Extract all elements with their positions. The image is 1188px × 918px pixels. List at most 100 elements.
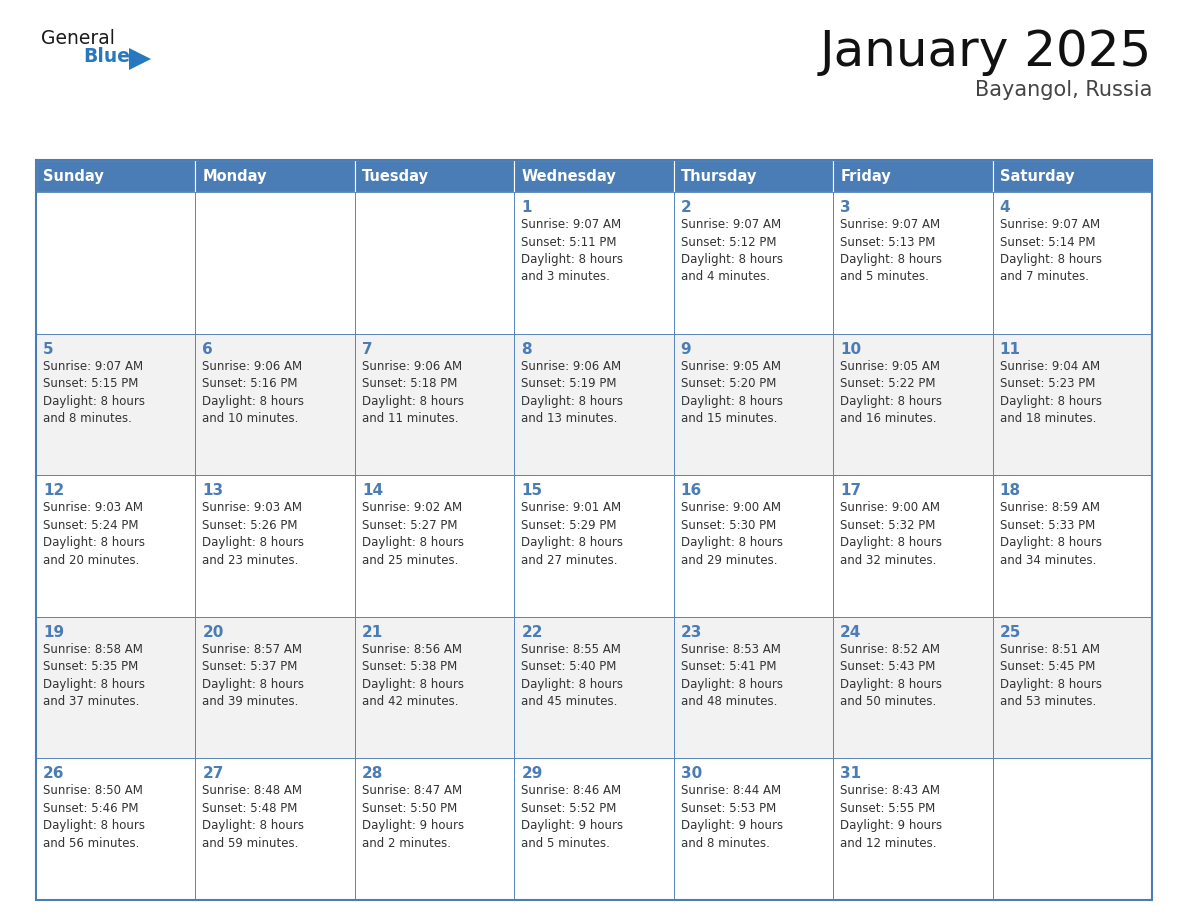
Text: 12: 12: [43, 483, 64, 498]
Text: Sunrise: 9:00 AM
Sunset: 5:30 PM
Daylight: 8 hours
and 29 minutes.: Sunrise: 9:00 AM Sunset: 5:30 PM Dayligh…: [681, 501, 783, 566]
Text: 2: 2: [681, 200, 691, 215]
Text: Sunrise: 9:07 AM
Sunset: 5:11 PM
Daylight: 8 hours
and 3 minutes.: Sunrise: 9:07 AM Sunset: 5:11 PM Dayligh…: [522, 218, 624, 284]
Text: 27: 27: [202, 767, 223, 781]
Bar: [514, 758, 674, 900]
Bar: [355, 758, 514, 900]
Bar: [196, 617, 355, 758]
Bar: [833, 476, 992, 617]
Text: 23: 23: [681, 625, 702, 640]
Text: Sunrise: 8:44 AM
Sunset: 5:53 PM
Daylight: 9 hours
and 8 minutes.: Sunrise: 8:44 AM Sunset: 5:53 PM Dayligh…: [681, 784, 783, 850]
Text: Sunrise: 9:03 AM
Sunset: 5:26 PM
Daylight: 8 hours
and 23 minutes.: Sunrise: 9:03 AM Sunset: 5:26 PM Dayligh…: [202, 501, 304, 566]
Bar: [992, 617, 1152, 758]
Text: Sunrise: 9:07 AM
Sunset: 5:15 PM
Daylight: 8 hours
and 8 minutes.: Sunrise: 9:07 AM Sunset: 5:15 PM Dayligh…: [43, 360, 145, 425]
Bar: [196, 758, 355, 900]
Text: Sunrise: 9:04 AM
Sunset: 5:23 PM
Daylight: 8 hours
and 18 minutes.: Sunrise: 9:04 AM Sunset: 5:23 PM Dayligh…: [999, 360, 1101, 425]
Text: Sunrise: 8:56 AM
Sunset: 5:38 PM
Daylight: 8 hours
and 42 minutes.: Sunrise: 8:56 AM Sunset: 5:38 PM Dayligh…: [362, 643, 463, 709]
Bar: [355, 333, 514, 476]
Bar: [36, 758, 196, 900]
Text: January 2025: January 2025: [820, 28, 1152, 76]
Bar: [514, 333, 674, 476]
Text: 31: 31: [840, 767, 861, 781]
Bar: [992, 160, 1152, 192]
Text: Sunrise: 9:06 AM
Sunset: 5:19 PM
Daylight: 8 hours
and 13 minutes.: Sunrise: 9:06 AM Sunset: 5:19 PM Dayligh…: [522, 360, 624, 425]
Text: Sunrise: 8:57 AM
Sunset: 5:37 PM
Daylight: 8 hours
and 39 minutes.: Sunrise: 8:57 AM Sunset: 5:37 PM Dayligh…: [202, 643, 304, 709]
Text: Sunrise: 9:03 AM
Sunset: 5:24 PM
Daylight: 8 hours
and 20 minutes.: Sunrise: 9:03 AM Sunset: 5:24 PM Dayligh…: [43, 501, 145, 566]
Text: 14: 14: [362, 483, 383, 498]
Text: 24: 24: [840, 625, 861, 640]
Text: General: General: [42, 29, 115, 48]
Polygon shape: [129, 48, 151, 70]
Bar: [674, 758, 833, 900]
Bar: [36, 617, 196, 758]
Text: 19: 19: [43, 625, 64, 640]
Text: Wednesday: Wednesday: [522, 169, 617, 184]
Text: 6: 6: [202, 341, 213, 356]
Bar: [674, 476, 833, 617]
Bar: [355, 192, 514, 333]
Bar: [514, 160, 674, 192]
Bar: [833, 758, 992, 900]
Text: 8: 8: [522, 341, 532, 356]
Text: 20: 20: [202, 625, 223, 640]
Text: 13: 13: [202, 483, 223, 498]
Bar: [833, 192, 992, 333]
Text: Sunrise: 9:00 AM
Sunset: 5:32 PM
Daylight: 8 hours
and 32 minutes.: Sunrise: 9:00 AM Sunset: 5:32 PM Dayligh…: [840, 501, 942, 566]
Bar: [355, 160, 514, 192]
Bar: [355, 617, 514, 758]
Bar: [36, 160, 196, 192]
Bar: [674, 333, 833, 476]
Text: 29: 29: [522, 767, 543, 781]
Text: Sunrise: 8:46 AM
Sunset: 5:52 PM
Daylight: 9 hours
and 5 minutes.: Sunrise: 8:46 AM Sunset: 5:52 PM Dayligh…: [522, 784, 624, 850]
Bar: [514, 192, 674, 333]
Text: 21: 21: [362, 625, 383, 640]
Bar: [992, 333, 1152, 476]
Text: Thursday: Thursday: [681, 169, 757, 184]
Text: Tuesday: Tuesday: [362, 169, 429, 184]
Text: 9: 9: [681, 341, 691, 356]
Bar: [514, 617, 674, 758]
Bar: [833, 617, 992, 758]
Text: 15: 15: [522, 483, 543, 498]
Bar: [36, 333, 196, 476]
Text: 16: 16: [681, 483, 702, 498]
Bar: [196, 333, 355, 476]
Text: Sunrise: 8:55 AM
Sunset: 5:40 PM
Daylight: 8 hours
and 45 minutes.: Sunrise: 8:55 AM Sunset: 5:40 PM Dayligh…: [522, 643, 624, 709]
Bar: [514, 476, 674, 617]
Text: Monday: Monday: [202, 169, 267, 184]
Text: Sunrise: 8:52 AM
Sunset: 5:43 PM
Daylight: 8 hours
and 50 minutes.: Sunrise: 8:52 AM Sunset: 5:43 PM Dayligh…: [840, 643, 942, 709]
Text: 26: 26: [43, 767, 64, 781]
Text: 5: 5: [43, 341, 53, 356]
Text: Sunrise: 8:48 AM
Sunset: 5:48 PM
Daylight: 8 hours
and 59 minutes.: Sunrise: 8:48 AM Sunset: 5:48 PM Dayligh…: [202, 784, 304, 850]
Text: 4: 4: [999, 200, 1010, 215]
Text: Sunrise: 9:05 AM
Sunset: 5:22 PM
Daylight: 8 hours
and 16 minutes.: Sunrise: 9:05 AM Sunset: 5:22 PM Dayligh…: [840, 360, 942, 425]
Text: Saturday: Saturday: [999, 169, 1074, 184]
Text: Sunrise: 9:07 AM
Sunset: 5:14 PM
Daylight: 8 hours
and 7 minutes.: Sunrise: 9:07 AM Sunset: 5:14 PM Dayligh…: [999, 218, 1101, 284]
Text: 11: 11: [999, 341, 1020, 356]
Bar: [36, 192, 196, 333]
Text: 7: 7: [362, 341, 373, 356]
Bar: [992, 758, 1152, 900]
Bar: [355, 476, 514, 617]
Text: Friday: Friday: [840, 169, 891, 184]
Text: Sunrise: 9:05 AM
Sunset: 5:20 PM
Daylight: 8 hours
and 15 minutes.: Sunrise: 9:05 AM Sunset: 5:20 PM Dayligh…: [681, 360, 783, 425]
Text: Sunrise: 9:07 AM
Sunset: 5:13 PM
Daylight: 8 hours
and 5 minutes.: Sunrise: 9:07 AM Sunset: 5:13 PM Dayligh…: [840, 218, 942, 284]
Bar: [992, 192, 1152, 333]
Text: Bayangol, Russia: Bayangol, Russia: [974, 80, 1152, 100]
Bar: [674, 617, 833, 758]
Bar: [833, 160, 992, 192]
Text: Sunrise: 8:47 AM
Sunset: 5:50 PM
Daylight: 9 hours
and 2 minutes.: Sunrise: 8:47 AM Sunset: 5:50 PM Dayligh…: [362, 784, 465, 850]
Text: Sunrise: 8:59 AM
Sunset: 5:33 PM
Daylight: 8 hours
and 34 minutes.: Sunrise: 8:59 AM Sunset: 5:33 PM Dayligh…: [999, 501, 1101, 566]
Text: Sunrise: 9:01 AM
Sunset: 5:29 PM
Daylight: 8 hours
and 27 minutes.: Sunrise: 9:01 AM Sunset: 5:29 PM Dayligh…: [522, 501, 624, 566]
Bar: [992, 476, 1152, 617]
Bar: [36, 160, 1152, 900]
Text: 30: 30: [681, 767, 702, 781]
Text: Sunrise: 8:53 AM
Sunset: 5:41 PM
Daylight: 8 hours
and 48 minutes.: Sunrise: 8:53 AM Sunset: 5:41 PM Dayligh…: [681, 643, 783, 709]
Bar: [833, 333, 992, 476]
Text: Sunrise: 9:06 AM
Sunset: 5:18 PM
Daylight: 8 hours
and 11 minutes.: Sunrise: 9:06 AM Sunset: 5:18 PM Dayligh…: [362, 360, 463, 425]
Text: 3: 3: [840, 200, 851, 215]
Text: Sunday: Sunday: [43, 169, 103, 184]
Text: 18: 18: [999, 483, 1020, 498]
Text: Sunrise: 8:58 AM
Sunset: 5:35 PM
Daylight: 8 hours
and 37 minutes.: Sunrise: 8:58 AM Sunset: 5:35 PM Dayligh…: [43, 643, 145, 709]
Bar: [196, 476, 355, 617]
Bar: [36, 476, 196, 617]
